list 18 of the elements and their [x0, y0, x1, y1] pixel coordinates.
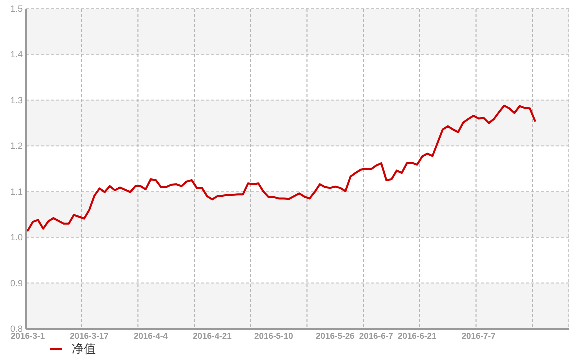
x-tick-label: 2016-4-4: [134, 331, 168, 341]
x-tick-label: 2016-6-21: [398, 331, 438, 341]
y-tick-label: 1.4: [10, 50, 23, 60]
x-tick-label: 2016-7-7: [462, 331, 496, 341]
y-tick-label: 0.9: [10, 278, 23, 288]
y-tick-label: 1.1: [10, 186, 23, 197]
y-tick-label: 1.0: [10, 232, 23, 243]
legend-label: 净值: [72, 342, 96, 356]
x-tick-label: 2016-6-7: [359, 331, 394, 341]
y-tick-label: 1.2: [10, 141, 23, 152]
x-tick-label: 2016-3-1: [11, 331, 46, 341]
x-tick-label: 2016-5-10: [254, 331, 294, 341]
x-tick-label: 2016-4-21: [193, 331, 232, 341]
y-tick-label: 1.5: [10, 4, 23, 14]
x-tick-label: 2016-3-17: [70, 331, 110, 341]
y-tick-label: 0.8: [10, 324, 23, 334]
y-tick-label: 1.3: [10, 95, 23, 106]
x-tick-label: 2016-5-26: [316, 331, 356, 341]
